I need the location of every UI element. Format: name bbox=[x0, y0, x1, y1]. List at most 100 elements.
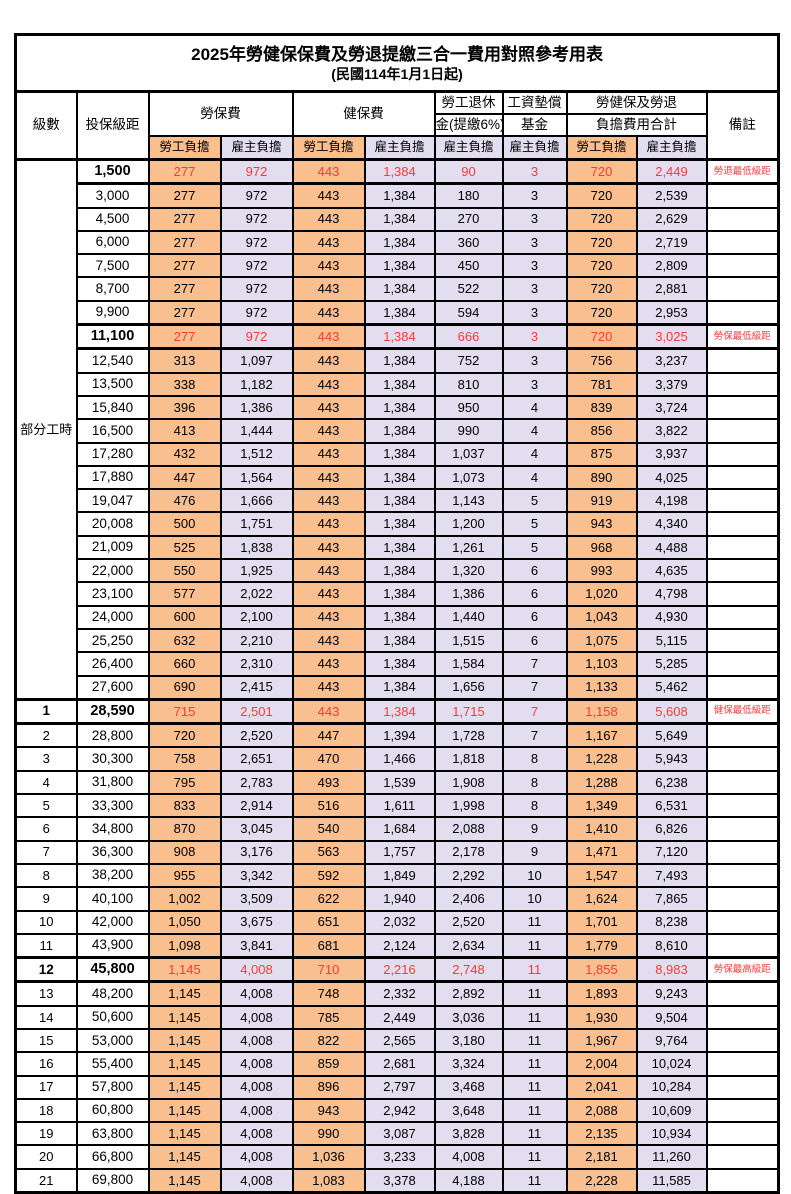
cell-total-employee: 2,088 bbox=[565, 1097, 638, 1124]
cell-wage-fund-employer: 11 bbox=[501, 956, 568, 984]
cell-labor-fee-employee: 550 bbox=[147, 558, 222, 584]
col-header-total-line2: 負擔費用合計 bbox=[565, 113, 708, 137]
cell-total-employer: 7,865 bbox=[635, 886, 708, 912]
cell-wage-fund-employer: 11 bbox=[501, 980, 568, 1007]
cell-wage-fund-employer: 3 bbox=[501, 253, 568, 279]
col-header-total-line1: 勞健保及勞退 bbox=[565, 90, 708, 115]
cell-labor-fee-employer: 3,509 bbox=[219, 886, 294, 912]
cell-level: 19 bbox=[14, 1121, 78, 1147]
table-row: 5 33,300 833 2,914 516 1,611 1,998 8 1,349 6,531 bbox=[14, 793, 780, 819]
cell-total-employee: 1,893 bbox=[565, 980, 638, 1007]
table-row: 26,400 660 2,310 443 1,384 1,584 7 1,103 5,285 bbox=[16, 651, 780, 677]
table-row: 9,900 277 972 443 1,384 594 3 720 2,953 bbox=[16, 299, 780, 326]
cell-total-employer: 9,764 bbox=[635, 1027, 708, 1054]
cell-level: 6 bbox=[14, 816, 78, 842]
table-row: 部分工時 1,500 277 972 443 1,384 90 3 720 2,449 勞退最低級距 bbox=[14, 157, 780, 701]
cell-remark bbox=[705, 488, 780, 514]
cell-insured-bracket: 24,000 bbox=[75, 604, 150, 630]
cell-pension-employer: 1,715 bbox=[433, 697, 504, 726]
cell-health-fee-employer: 1,384 bbox=[363, 229, 436, 256]
header-row-2: 金(提繳6%) 基金 負擔費用合計 bbox=[16, 113, 779, 137]
cell-labor-fee-employee: 1,098 bbox=[147, 932, 222, 959]
cell-health-fee-employee: 443 bbox=[291, 182, 366, 209]
cell-remark bbox=[705, 276, 780, 302]
table-row: 16,500 413 1,444 443 1,384 990 4 856 3,822 bbox=[16, 418, 780, 444]
cell-remark bbox=[705, 558, 780, 584]
cell-level: 4 bbox=[14, 769, 78, 796]
cell-labor-fee-employer: 1,182 bbox=[219, 371, 294, 397]
cell-pension-employer: 1,320 bbox=[433, 558, 504, 584]
cell-remark bbox=[705, 371, 780, 397]
table-row: 7 36,300 908 3,176 563 1,757 2,178 9 1,471 7,120 bbox=[14, 839, 780, 865]
cell-health-fee-employee: 785 bbox=[291, 1004, 366, 1030]
cell-labor-fee-employee: 795 bbox=[147, 769, 222, 796]
cell-health-fee-employer: 1,384 bbox=[363, 276, 436, 302]
cell-pension-employer: 90 bbox=[433, 157, 504, 186]
cell-level: 1 bbox=[14, 697, 78, 726]
cell-pension-employer: 594 bbox=[433, 299, 504, 326]
cell-labor-fee-employer: 3,841 bbox=[219, 932, 294, 959]
cell-health-fee-employee: 990 bbox=[291, 1121, 366, 1147]
cell-labor-fee-employee: 660 bbox=[147, 651, 222, 677]
cell-total-employer: 6,531 bbox=[635, 793, 708, 819]
cell-pension-employer: 3,180 bbox=[433, 1027, 504, 1054]
cell-insured-bracket: 31,800 bbox=[75, 769, 150, 796]
cell-wage-fund-employer: 11 bbox=[501, 1121, 568, 1147]
header-row-3: 勞工負擔 雇主負擔 勞工負擔 雇主負擔 雇主負擔 雇主負擔 勞工負擔 雇主負擔 bbox=[16, 135, 779, 161]
cell-labor-fee-employer: 4,008 bbox=[219, 1051, 294, 1077]
cell-health-fee-employer: 2,942 bbox=[363, 1097, 436, 1124]
cell-insured-bracket: 69,800 bbox=[75, 1167, 150, 1194]
table-row: 21,009 525 1,838 443 1,384 1,261 5 968 4,488 bbox=[16, 534, 780, 561]
col-header-pension-line2: 金(提繳6%) bbox=[433, 113, 504, 137]
cell-labor-fee-employer: 972 bbox=[219, 157, 294, 186]
cell-insured-bracket: 66,800 bbox=[75, 1144, 150, 1170]
cell-insured-bracket: 57,800 bbox=[75, 1074, 150, 1100]
cell-health-fee-employer: 1,384 bbox=[363, 464, 436, 491]
cell-pension-employer: 450 bbox=[433, 253, 504, 279]
cell-health-fee-employer: 1,384 bbox=[363, 418, 436, 444]
col-header-remark: 備註 bbox=[705, 90, 780, 161]
cell-total-employee: 1,167 bbox=[565, 722, 638, 749]
cell-wage-fund-employer: 11 bbox=[501, 1097, 568, 1124]
cell-total-employer: 2,719 bbox=[635, 229, 708, 256]
cell-health-fee-employer: 1,384 bbox=[363, 323, 436, 351]
cell-health-fee-employer: 2,032 bbox=[363, 909, 436, 935]
cell-remark bbox=[705, 511, 780, 537]
cell-health-fee-employee: 540 bbox=[291, 816, 366, 842]
cell-total-employee: 1,103 bbox=[565, 651, 638, 677]
cell-pension-employer: 2,406 bbox=[433, 886, 504, 912]
cell-health-fee-employer: 1,384 bbox=[363, 157, 436, 186]
cell-total-employee: 2,228 bbox=[565, 1167, 638, 1194]
cell-insured-bracket: 3,000 bbox=[75, 182, 150, 209]
cell-total-employee: 720 bbox=[565, 182, 638, 209]
cell-health-fee-employer: 3,378 bbox=[363, 1167, 436, 1194]
cell-health-fee-employer: 1,539 bbox=[363, 769, 436, 796]
table-row: 7,500 277 972 443 1,384 450 3 720 2,809 bbox=[16, 253, 780, 279]
cell-labor-fee-employee: 1,002 bbox=[147, 886, 222, 912]
cell-labor-fee-employee: 277 bbox=[147, 253, 222, 279]
cell-labor-fee-employee: 447 bbox=[147, 464, 222, 491]
cell-pension-employer: 3,828 bbox=[433, 1121, 504, 1147]
cell-labor-fee-employee: 758 bbox=[147, 746, 222, 772]
cell-wage-fund-employer: 9 bbox=[501, 816, 568, 842]
cell-pension-employer: 4,188 bbox=[433, 1167, 504, 1194]
cell-total-employer: 10,284 bbox=[635, 1074, 708, 1100]
cell-total-employee: 720 bbox=[565, 253, 638, 279]
cell-pension-employer: 752 bbox=[433, 347, 504, 374]
cell-health-fee-employer: 2,797 bbox=[363, 1074, 436, 1100]
cell-pension-employer: 1,037 bbox=[433, 441, 504, 467]
col-header-wage-fund-line2: 基金 bbox=[501, 113, 568, 137]
cell-total-employer: 10,934 bbox=[635, 1121, 708, 1147]
cell-health-fee-employee: 443 bbox=[291, 229, 366, 256]
cell-wage-fund-employer: 3 bbox=[501, 182, 568, 209]
cell-remark: 勞保最高級距 bbox=[705, 956, 780, 984]
cell-health-fee-employer: 3,087 bbox=[363, 1121, 436, 1147]
cell-insured-bracket: 36,300 bbox=[75, 839, 150, 865]
cell-labor-fee-employee: 432 bbox=[147, 441, 222, 467]
cell-labor-fee-employee: 955 bbox=[147, 862, 222, 889]
cell-pension-employer: 3,036 bbox=[433, 1004, 504, 1030]
cell-wage-fund-employer: 3 bbox=[501, 323, 568, 351]
cell-remark bbox=[705, 909, 780, 935]
cell-total-employee: 1,967 bbox=[565, 1027, 638, 1054]
cell-wage-fund-employer: 11 bbox=[501, 1051, 568, 1077]
